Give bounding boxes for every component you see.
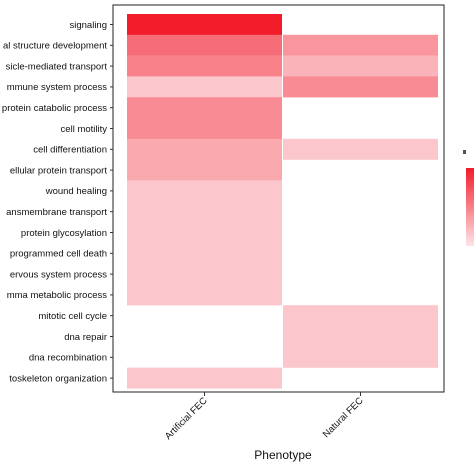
heatmap-cell xyxy=(127,222,282,243)
heatmap-cell xyxy=(283,76,438,98)
y-tick-label: programmed cell death xyxy=(10,249,107,260)
y-tick-label: mitotic cell cycle xyxy=(38,311,107,322)
y-tick-label: sicle-mediated transport xyxy=(6,61,108,72)
heatmap-cell xyxy=(283,138,438,160)
y-tick-label: mmune system process xyxy=(7,82,108,93)
heatmap-cell xyxy=(127,34,282,56)
legend-colorbar xyxy=(466,168,474,246)
y-tick-label: ansmembrane transport xyxy=(6,207,107,218)
color-legend xyxy=(463,150,474,246)
heatmap-cell xyxy=(283,34,438,56)
x-tick-label: Artificial FEC xyxy=(163,395,210,442)
y-tick-label: cell motility xyxy=(61,124,108,135)
heatmap-cell xyxy=(127,201,282,223)
y-tick-label: cell differentiation xyxy=(33,145,107,156)
heatmap-cell xyxy=(127,263,282,285)
y-tick-label: protein glycosylation xyxy=(21,228,107,239)
heatmap-cell xyxy=(127,138,282,160)
x-ticks: Artificial FEC Natural FEC xyxy=(163,392,366,442)
heatmap-cell xyxy=(127,180,282,202)
heatmap-cell xyxy=(283,305,438,327)
y-ticks: signaling al structure development sicle-m… xyxy=(2,20,113,384)
heatmap-cell xyxy=(127,55,282,77)
heatmap-cell xyxy=(127,76,282,98)
y-tick-label: toskeleton organization xyxy=(9,373,107,384)
heatmap-cell xyxy=(127,242,282,264)
y-tick-label: mma metabolic process xyxy=(7,290,108,301)
legend-tick-mark xyxy=(463,150,466,154)
y-tick-label: dna repair xyxy=(64,332,107,343)
heatmap-cell xyxy=(283,346,438,368)
heatmap-cells xyxy=(127,14,438,389)
y-tick-label: dna recombination xyxy=(29,353,107,364)
heatmap-cell xyxy=(127,118,282,139)
heatmap-cell xyxy=(127,97,282,119)
x-axis-title: Phenotype xyxy=(254,448,312,462)
plot-panel-border xyxy=(112,4,445,393)
heatmap-cell xyxy=(283,326,438,347)
y-tick-label: signaling xyxy=(70,20,108,31)
y-tick-label: ervous system process xyxy=(10,269,107,280)
y-tick-label: protein catabolic process xyxy=(2,103,107,114)
x-tick-label: Natural FEC xyxy=(321,395,366,440)
heatmap-cell xyxy=(127,367,282,389)
heatmap-cell xyxy=(283,55,438,77)
y-tick-label: al structure development xyxy=(3,41,107,52)
y-tick-label: wound healing xyxy=(45,186,107,197)
heatmap-cell xyxy=(127,284,282,306)
heatmap-cell xyxy=(127,14,282,35)
heatmap-cell xyxy=(127,159,282,181)
y-tick-label: ellular protein transport xyxy=(10,165,108,176)
